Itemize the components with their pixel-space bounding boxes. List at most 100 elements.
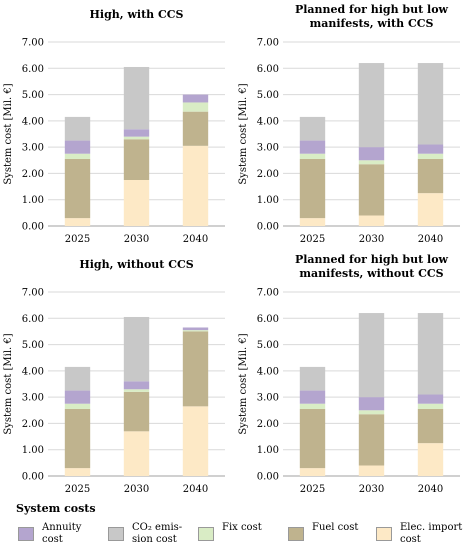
bar-segment [123, 391, 150, 432]
y-tick-label: 5.00 [257, 340, 279, 351]
bar-segment [299, 366, 326, 391]
bar-segment [299, 390, 326, 404]
legend-label-elec: Elec. import cost [400, 522, 463, 545]
bar-segment [123, 431, 150, 476]
bar-segment [123, 129, 150, 137]
legend-label-co2: CO₂ emis-sion cost [132, 522, 183, 545]
bar-segment [417, 144, 444, 154]
bar-segment [299, 158, 326, 219]
y-tick-label: 5.00 [22, 340, 44, 351]
bar-segment [64, 468, 91, 476]
bar-segment [417, 193, 444, 226]
legend-title: System costs [16, 502, 96, 515]
bar-segment [123, 136, 150, 140]
legend-item-elec: Elec. import cost [376, 522, 466, 550]
chart-panel-3: High, without CCS 0.00 1.00 2.00 3.00 4.00 5.0… [3, 258, 225, 495]
y-tick-label: 5.00 [22, 90, 44, 101]
legend-item-fix: Fix cost [198, 522, 288, 550]
bar-segment [417, 63, 444, 145]
bar-segment [358, 147, 385, 161]
y-tick-label: 3.00 [257, 393, 279, 404]
y-tick-label: 7.00 [22, 38, 44, 49]
chart-title: Planned for high but low [295, 3, 449, 16]
y-tick-label: 2.00 [257, 419, 279, 430]
legend-item-co2: CO₂ emis-sion cost [108, 522, 198, 550]
bar-segment [123, 66, 150, 130]
bar-segment [123, 381, 150, 390]
bar-segment [358, 164, 385, 216]
chart-title: manifests, with CCS [310, 17, 434, 30]
bar-segment [417, 153, 444, 159]
bar-segment [299, 116, 326, 141]
x-tick-label: 2025 [300, 484, 325, 495]
y-tick-label: 6.00 [257, 64, 279, 75]
y-tick-label: 7.00 [257, 288, 279, 299]
y-tick-label: 4.00 [22, 366, 44, 377]
y-tick-label: 1.00 [22, 445, 44, 456]
bar-segment [299, 153, 326, 159]
bar-segment [64, 140, 91, 154]
legend-swatch-annuity [18, 527, 34, 541]
bar-segment [123, 139, 150, 180]
x-tick-label: 2025 [300, 234, 325, 245]
bar-segment [358, 215, 385, 226]
bar-segment [299, 218, 326, 226]
bar-segment [182, 102, 209, 112]
bar-segment [417, 158, 444, 194]
x-tick-label: 2040 [418, 484, 443, 495]
bar-segment [182, 331, 209, 407]
legend-label-fuel: Fuel cost [312, 522, 359, 533]
x-tick-label: 2030 [359, 484, 384, 495]
bar-segment [64, 390, 91, 404]
legend-swatch-fix [198, 527, 214, 541]
bar-segment [64, 153, 91, 159]
y-tick-label: 7.00 [257, 38, 279, 49]
x-tick-label: 2025 [65, 484, 90, 495]
legend-label-annuity: Annuity cost [42, 522, 82, 545]
x-tick-label: 2030 [124, 234, 149, 245]
y-tick-label: 6.00 [257, 314, 279, 325]
legend-swatch-elec [376, 527, 392, 541]
y-tick-label: 3.00 [257, 143, 279, 154]
y-axis-label: System cost [Mil. €] [3, 333, 14, 434]
bar-segment [64, 158, 91, 219]
bar-segment [64, 408, 91, 469]
y-tick-label: 1.00 [22, 195, 44, 206]
chart-title: Planned for high but low [295, 253, 449, 266]
x-tick-label: 2030 [359, 234, 384, 245]
y-tick-label: 0.00 [22, 222, 44, 233]
bar-segment [358, 410, 385, 415]
bar-segment [417, 403, 444, 409]
y-tick-label: 1.00 [257, 195, 279, 206]
y-tick-label: 3.00 [22, 393, 44, 404]
x-tick-label: 2040 [183, 234, 208, 245]
bar-segment [64, 116, 91, 141]
bar-segment [299, 408, 326, 469]
bar-segment [358, 414, 385, 466]
bar-segment [182, 327, 209, 331]
bar-segment [299, 140, 326, 154]
bar-segment [417, 313, 444, 395]
bar-segment [417, 443, 444, 476]
bar-segment [182, 330, 209, 332]
y-tick-label: 6.00 [22, 64, 44, 75]
bar-segment [64, 218, 91, 226]
y-tick-label: 4.00 [257, 116, 279, 127]
x-tick-label: 2040 [183, 484, 208, 495]
legend-swatch-fuel [288, 527, 304, 541]
y-tick-label: 5.00 [257, 90, 279, 101]
bar-segment [417, 394, 444, 404]
y-tick-label: 4.00 [22, 116, 44, 127]
legend-label-fix: Fix cost [222, 522, 262, 533]
bar-segment [64, 366, 91, 391]
figure: High, with CCS 0.00 1.00 2.00 3.00 4.00 5.00 6.… [3, 3, 460, 495]
y-tick-label: 2.00 [22, 169, 44, 180]
bar-segment [182, 406, 209, 476]
y-tick-label: 2.00 [22, 419, 44, 430]
legend-item-annuity: Annuity cost [18, 522, 108, 550]
bar-segment [123, 180, 150, 226]
bar-segment [182, 94, 209, 103]
y-tick-label: 1.00 [257, 445, 279, 456]
legend-swatch-co2 [108, 527, 124, 541]
